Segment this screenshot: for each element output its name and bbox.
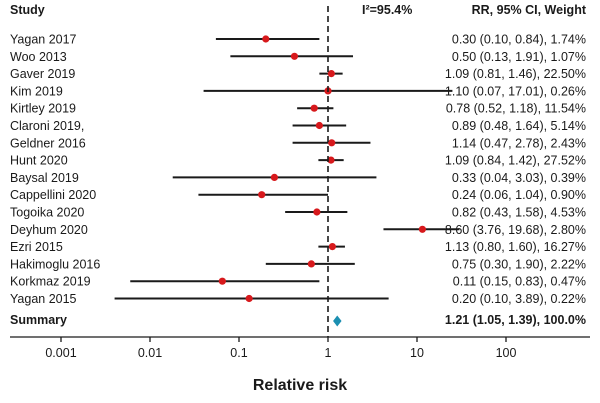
study-label: Korkmaz 2019	[10, 275, 91, 289]
summary-label: Summary	[10, 313, 67, 327]
point-estimate	[245, 294, 253, 303]
study-label: Hunt 2020	[10, 154, 68, 168]
point-estimate	[307, 260, 315, 268]
x-axis-ticks: 0.001 0.01 0.1 1 10 100	[45, 337, 516, 360]
study-value: 0.50 (0.13, 1.91), 1.07%	[452, 50, 586, 64]
point-estimate	[270, 173, 279, 181]
study-label: Togoika 2020	[10, 206, 84, 220]
study-label: Yagan 2015	[10, 292, 77, 306]
study-column-header: Study	[10, 3, 45, 17]
study-value: 1.10 (0.07, 17.01), 0.26%	[445, 84, 586, 98]
point-estimate	[290, 52, 299, 60]
point-estimate	[327, 156, 335, 164]
effect-column-header: RR, 95% CI, Weight	[472, 3, 587, 17]
study-value: 0.89 (0.48, 1.64), 5.14%	[452, 119, 586, 133]
study-value: 0.30 (0.10, 0.84), 1.74%	[452, 33, 586, 47]
study-label: Cappellini 2020	[10, 188, 96, 202]
summary-diamond	[333, 315, 342, 327]
study-value: 0.78 (0.52, 1.18), 11.54%	[446, 102, 586, 116]
study-value: 0.75 (0.30, 1.90), 2.22%	[452, 257, 586, 271]
study-value: 8.60 (3.76, 19.68), 2.80%	[445, 223, 586, 237]
study-label: Kim 2019	[10, 84, 63, 98]
study-label: Ezri 2015	[10, 240, 63, 254]
point-estimate	[218, 277, 226, 285]
study-value: 1.13 (0.80, 1.60), 16.27%	[445, 240, 586, 254]
heterogeneity-label: I²=95.4%	[362, 3, 412, 17]
study-value: 0.11 (0.15, 0.83), 0.47%	[453, 275, 586, 289]
study-rows: Yagan 2017 0.30 (0.10, 0.84), 1.74% Woo 20…	[10, 33, 586, 307]
study-value: 0.33 (0.04, 3.03), 0.39%	[452, 171, 586, 185]
x-tick-label: 0.1	[230, 346, 247, 360]
x-tick-label: 10	[410, 346, 424, 360]
study-label: Hakimoglu 2016	[10, 257, 100, 271]
study-value: 0.82 (0.43, 1.58), 4.53%	[452, 206, 586, 220]
study-value: 0.24 (0.06, 1.04), 0.90%	[452, 188, 586, 202]
point-estimate	[327, 70, 335, 78]
x-tick-label: 100	[496, 346, 517, 360]
study-label: Deyhum 2020	[10, 223, 88, 237]
x-axis-title: Relative risk	[253, 377, 347, 394]
study-label: Baysal 2019	[10, 171, 79, 185]
x-tick-label: 0.001	[45, 346, 76, 360]
point-estimate	[310, 104, 318, 112]
study-label: Geldner 2016	[10, 136, 86, 150]
point-estimate	[328, 243, 336, 251]
summary-value: 1.21 (1.05, 1.39), 100.0%	[445, 313, 586, 327]
study-label: Kirtley 2019	[10, 102, 76, 116]
study-value: 0.20 (0.10, 3.89), 0.22%	[452, 292, 586, 306]
study-value: 1.09 (0.81, 1.46), 22.50%	[445, 67, 586, 81]
point-estimate	[258, 191, 266, 199]
point-estimate	[315, 121, 323, 130]
study-label: Woo 2013	[10, 50, 67, 64]
point-estimate	[418, 225, 427, 233]
study-label: Claroni 2019,	[10, 119, 84, 133]
point-estimate	[328, 139, 336, 147]
study-value: 1.09 (0.84, 1.42), 27.52%	[445, 154, 586, 168]
study-label: Yagan 2017	[10, 33, 77, 47]
study-label: Gaver 2019	[10, 67, 75, 81]
x-tick-label: 1	[325, 346, 332, 360]
study-value: 1.14 (0.47, 2.78), 2.43%	[452, 136, 586, 150]
point-estimate	[313, 208, 321, 216]
point-estimate	[262, 35, 270, 43]
x-tick-label: 0.01	[138, 346, 162, 360]
